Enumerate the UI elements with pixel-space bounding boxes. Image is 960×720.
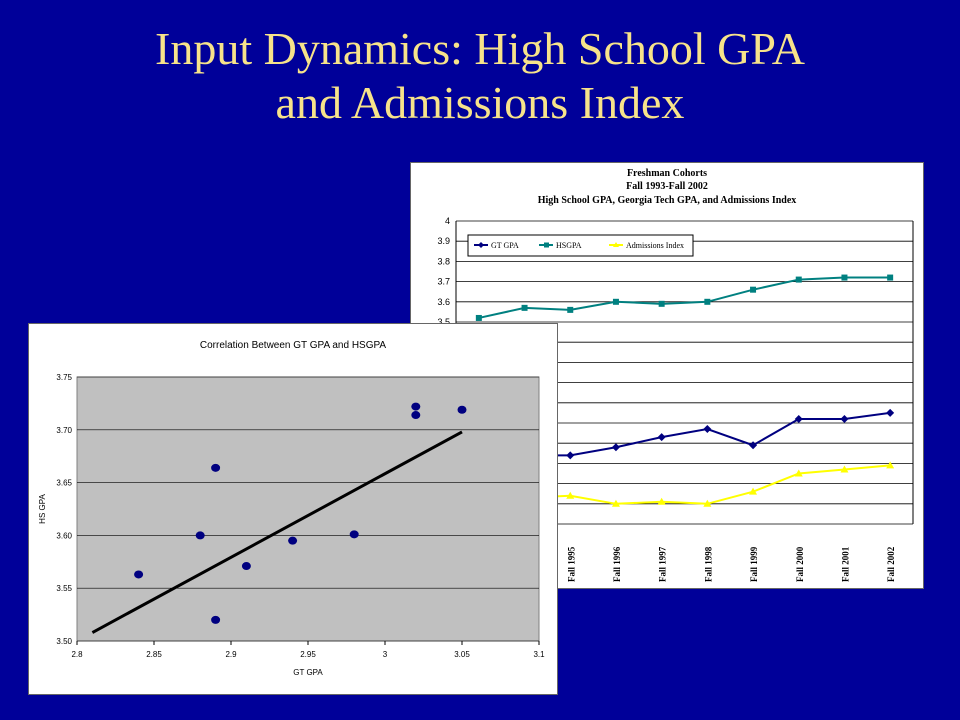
trend-data-point [567,306,574,313]
scatter-data-point [411,402,421,411]
scatter-x-axis-label: GT GPA [293,668,323,677]
trend-y-tick-label: 3.6 [437,297,450,307]
trend-data-point [612,298,619,305]
trend-y-tick-label: 3.9 [437,236,450,246]
trend-data-point [840,465,849,473]
scatter-data-point [211,615,221,624]
scatter-trendline [91,430,463,634]
trend-legend-marker [478,242,484,248]
trend-x-tick-label: Fall 1997 [658,546,668,582]
trend-data-point [840,414,849,423]
scatter-chart: Correlation Between GT GPA and HSGPA 3.7… [38,340,545,677]
trend-legend-label: GT GPA [491,241,519,250]
scatter-y-axis-label: HS GPA [38,494,47,524]
scatter-data-point [349,530,359,539]
trend-data-point [841,274,848,281]
scatter-x-tick-label: 3.05 [454,650,470,659]
trend-chart-x-labels: Fall 1995 Fall 1996 Fall 1997 Fall 1998 Fall… [566,546,896,582]
scatter-x-tick-label: 2.9 [225,650,237,659]
trend-legend-marker [544,242,549,248]
trend-chart-title: Freshman Cohorts [627,168,707,179]
trend-data-point [658,300,665,307]
trend-x-tick-label: Fall 1996 [612,546,622,582]
trend-data-point [750,286,757,293]
scatter-x-tick-label: 3.1 [533,650,545,659]
trend-legend-marker [613,242,619,247]
scatter-data-point [411,411,421,420]
scatter-x-tick-label: 2.8 [71,650,83,659]
trend-data-point [887,274,894,281]
scatter-y-tick-label: 3.50 [56,637,72,646]
scatter-y-tick-label: 3.60 [56,531,72,540]
trend-x-tick-label: Fall 1998 [703,546,713,582]
scatter-x-tick-label: 3 [383,650,388,659]
trend-chart-subtitle-1: Fall 1993-Fall 2002 [626,181,708,192]
scatter-data-point [195,531,205,540]
scatter-y-tick-label: 3.65 [56,479,72,488]
trend-x-tick-label: Fall 2001 [840,546,850,582]
trend-data-point [566,491,575,499]
scatter-y-tick-label: 3.70 [56,426,72,435]
trend-x-tick-label: Fall 2002 [886,546,896,582]
scatter-data-point [288,536,298,545]
scatter-plot-area [76,376,540,642]
trend-data-point [521,304,528,311]
trend-data-point [795,276,802,283]
scatter-y-tick-label: 3.75 [56,373,72,382]
trend-y-tick-label: 3.7 [437,277,450,287]
trend-data-point [657,433,666,442]
trend-legend-box [467,234,694,257]
trend-data-point [749,487,758,495]
scatter-chart-title: Correlation Between GT GPA and HSGPA [200,340,387,351]
trend-legend-label: HSGPA [556,241,582,250]
scatter-data-point [457,405,467,414]
scatter-chart-x-ticks: 2.8 2.85 2.9 2.95 3 3.05 3.1 [71,641,545,659]
scatter-data-point [211,463,221,472]
trend-data-point [566,451,575,460]
trend-y-tick-label: 4 [445,216,450,226]
trend-x-tick-label: Fall 1995 [566,546,576,582]
scatter-x-tick-label: 2.85 [146,650,162,659]
slide-title: Input Dynamics: High School GPA and Admi… [0,22,960,130]
scatter-data-point [241,562,251,571]
trend-y-tick-label: 3.8 [437,256,450,266]
scatter-chart-panel: Correlation Between GT GPA and HSGPA 3.7… [28,323,558,695]
trend-legend-label: Admissions Index [626,241,684,250]
trend-chart-subtitle-2: High School GPA, Georgia Tech GPA, and A… [538,195,797,206]
scatter-x-tick-label: 2.95 [300,650,316,659]
trend-x-tick-label: Fall 1999 [749,546,759,582]
trend-data-point [886,461,895,469]
trend-data-point [657,497,666,505]
trend-data-point [703,499,712,507]
trend-chart-legend: GT GPA HSGPA Admissions Index [467,234,694,257]
trend-data-point [886,408,895,417]
trend-data-point [704,298,711,305]
trend-series-line [478,276,891,319]
slide-title-line-2: and Admissions Index [275,77,685,128]
trend-data-point [794,469,803,477]
trend-data-point [611,443,620,452]
scatter-chart-y-ticks: 3.75 3.70 3.65 3.60 3.55 3.50 [56,373,72,646]
trend-x-tick-label: Fall 2000 [795,546,805,582]
slide-title-line-1: Input Dynamics: High School GPA [155,23,805,74]
trend-data-point [703,425,712,434]
scatter-chart-points [134,402,467,624]
trend-data-point [749,441,758,450]
scatter-y-tick-label: 3.55 [56,584,72,593]
trend-data-point [475,314,482,321]
scatter-data-point [134,570,144,579]
trend-y-tick-label: 3.5 [437,317,450,327]
trend-data-point [611,499,620,507]
trend-data-point [794,414,803,423]
trend-chart-y-ticks: 4 3.9 3.8 3.7 3.6 3.5 [437,216,450,327]
